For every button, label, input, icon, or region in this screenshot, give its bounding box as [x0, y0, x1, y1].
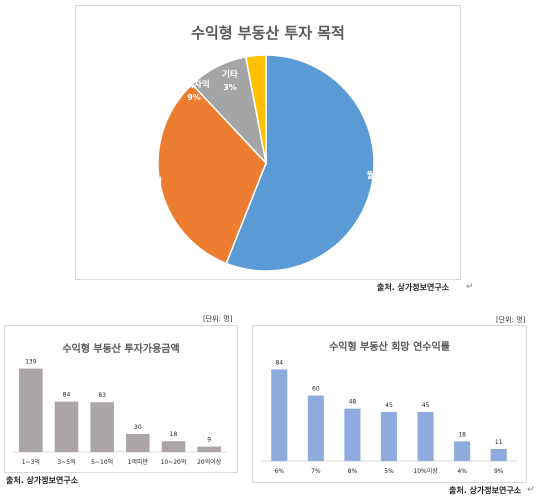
bar: [307, 395, 324, 461]
category-tick-label: 8%: [348, 468, 358, 475]
category-tick-label: 10~20억: [161, 458, 187, 466]
category-tick-label: 5~10억: [91, 458, 113, 466]
bar: [380, 411, 398, 461]
bar-value-label: 84: [275, 359, 283, 366]
unit-label-left: [단위: 명]: [203, 315, 233, 323]
bar-value-label: 45: [385, 402, 393, 409]
bar-value-label: 18: [458, 431, 466, 438]
pie-slice-label: 기타: [222, 69, 238, 80]
category-tick-label: 1~3억: [22, 458, 40, 466]
bar: [197, 446, 221, 452]
bar-value-label: 84: [63, 392, 71, 399]
pie-slice: [225, 54, 375, 272]
bar-value-label: 30: [134, 424, 142, 431]
source-note-top: 출처. 상가정보연구소: [377, 283, 450, 292]
source-note-right: 출처. 상가정보연구소: [449, 486, 522, 495]
pie-slice-label: 시세차익: [178, 79, 209, 90]
bar-value-label: 9: [207, 437, 211, 444]
pie-slice-value: 9%: [187, 93, 201, 102]
bar-chart-left-title: 수익형 부동산 투자가용금액: [62, 344, 180, 355]
bar: [19, 368, 43, 452]
pie-slice-label: 월세+시세: [367, 170, 406, 181]
pie-chart-panel: 수익형 부동산 투자 목적 월세+시세 56% 월세 32% 시세차익 9% 기타 3%: [75, 5, 461, 280]
bar-chart-right-panel: 수익형 부동산 희망 연수익률 84 6% 60 7% 48 8% 45 5% 45 10%이상 1…: [252, 325, 527, 483]
bar-chart-right: 84 6% 60 7% 48 8% 45 5% 45 10%이상 18 4% 11 9%: [261, 359, 517, 475]
category-tick-label: 6%: [275, 468, 285, 475]
pie-slice-value: 56%: [376, 184, 395, 193]
pie-chart-title: 수익형 부동산 투자 목적: [191, 24, 345, 42]
pie-slice-value: 3%: [223, 83, 237, 92]
bar: [490, 449, 507, 461]
bar-value-label: 11: [495, 439, 503, 446]
category-tick-label: 7%: [311, 468, 321, 475]
bar-value-label: 83: [98, 392, 106, 399]
pie-slice-label: 월세: [146, 176, 162, 187]
bar: [417, 411, 434, 461]
category-tick-label: 20억이상: [197, 458, 222, 466]
category-tick-label: 1억미만: [128, 458, 149, 466]
pie-slice: [157, 83, 267, 265]
bar-value-label: 60: [312, 386, 320, 393]
category-tick-label: 4%: [457, 468, 467, 475]
category-tick-label: 5%: [384, 468, 394, 475]
bar: [161, 441, 186, 452]
pie-chart: 월세+시세 56% 월세 32% 시세차익 9% 기타 3%: [144, 54, 406, 272]
bar: [271, 369, 288, 461]
bar: [126, 434, 150, 452]
bar: [90, 402, 114, 452]
bar-value-label: 48: [349, 399, 357, 406]
category-tick-label: 10%이상: [413, 467, 438, 475]
bar-chart-right-title: 수익형 부동산 희망 연수익률: [329, 342, 450, 353]
bar-value-label: 139: [25, 359, 37, 366]
unit-label-right: [단위: 명]: [496, 316, 526, 324]
source-note-left: 출처. 상가정보연구소: [6, 476, 79, 485]
category-tick-label: 9%: [494, 468, 504, 475]
bar-value-label: 45: [422, 402, 430, 409]
pie-slice-value: 32%: [144, 190, 163, 199]
bar-chart-left-panel: 수익형 부동산 투자가용금액 139 1~3억 84 3~5억 83 5~10억 30 1억미…: [4, 325, 238, 473]
bar: [54, 401, 79, 452]
pie-slice: [244, 54, 267, 164]
bar-value-label: 18: [170, 431, 178, 438]
category-tick-label: 3~5억: [57, 458, 75, 466]
bar: [454, 441, 471, 461]
bar-chart-left: 139 1~3억 84 3~5억 83 5~10억 30 1억미만 18 10~20억 9 20억이상: [13, 359, 227, 466]
bar: [344, 408, 361, 461]
return-mark-bottom: ↵: [527, 485, 535, 495]
return-mark-top: ↵: [466, 282, 474, 292]
